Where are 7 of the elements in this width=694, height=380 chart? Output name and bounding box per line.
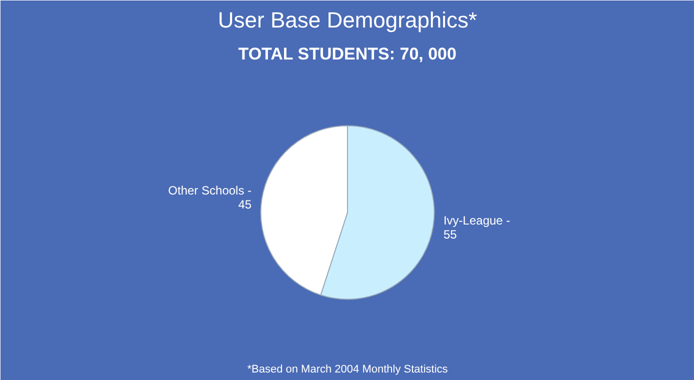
text: *Based on March 2004 Monthly Statistics [247, 364, 448, 376]
chart-subtitle: TOTAL STUDENTS: 70, 000 [238, 44, 456, 64]
slice-label: Ivy-League - [443, 213, 510, 228]
chart-title: User Base Demographics* [218, 8, 478, 32]
slice-label: Other Schools - [168, 184, 252, 198]
data-label: 55 [443, 227, 458, 242]
data-label: 45 [238, 198, 252, 212]
